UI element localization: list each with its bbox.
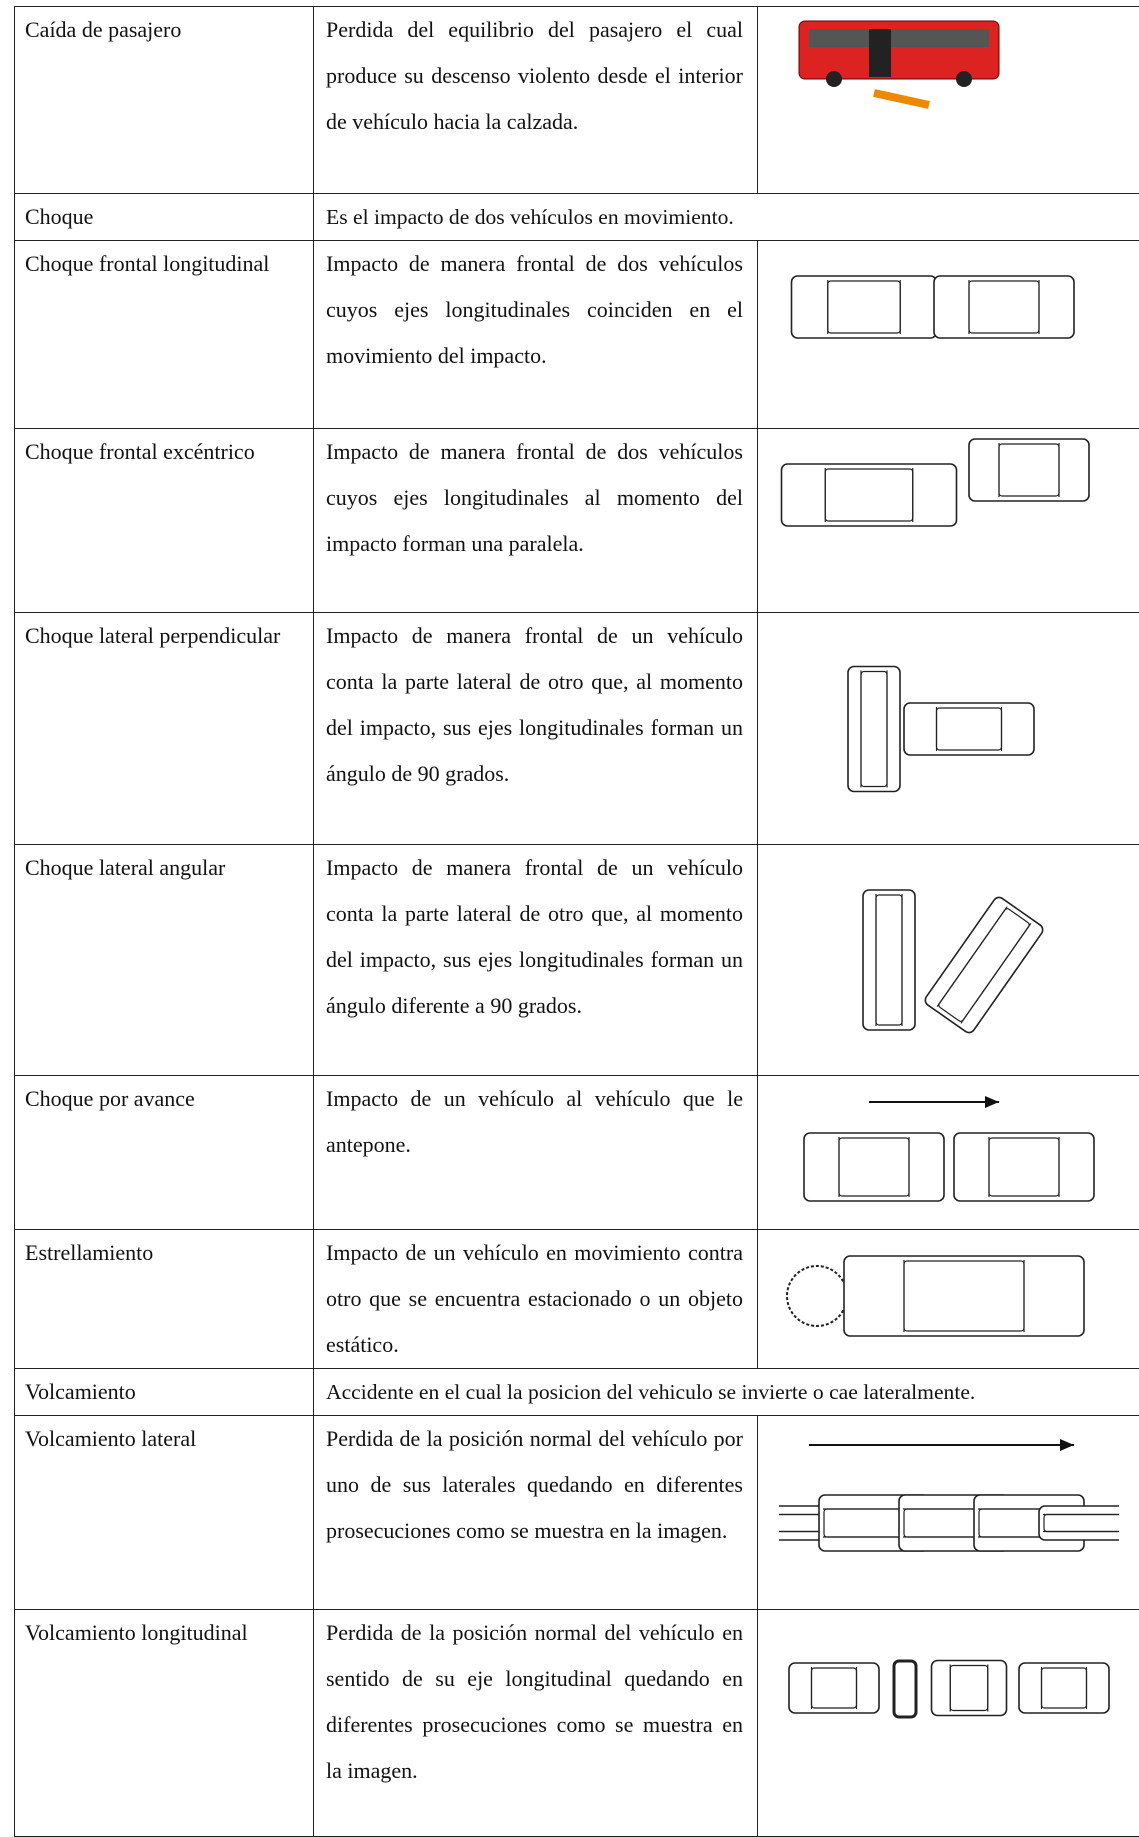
bus-windows — [809, 29, 989, 47]
illustration — [779, 1633, 1119, 1813]
car — [804, 1133, 944, 1201]
car — [791, 276, 936, 338]
illustration — [779, 1423, 1119, 1603]
illustration-cell — [758, 241, 1139, 429]
car — [931, 1661, 1006, 1716]
car-body — [922, 895, 1044, 1035]
description-cell: Accidente en el cual la posicion del veh… — [314, 1369, 1139, 1416]
description-cell: Perdida de la posición normal del vehícu… — [314, 1416, 758, 1610]
term-cell: Choque lateral angular — [15, 845, 314, 1076]
car-body — [969, 439, 1089, 501]
tree — [787, 1266, 847, 1326]
car-body — [1019, 1663, 1109, 1713]
bus-door — [869, 29, 891, 77]
term-cell: Choque frontal excéntrico — [15, 429, 314, 613]
illustration — [779, 13, 1119, 188]
car — [848, 666, 900, 791]
description-cell: Impacto de un vehículo al vehículo que l… — [314, 1076, 758, 1230]
description-cell: Impacto de manera frontal de un vehículo… — [314, 845, 758, 1076]
description-cell: Impacto de un vehículo en movimiento con… — [314, 1230, 758, 1369]
term-cell: Volcamiento longitudinal — [15, 1610, 314, 1837]
illustration-cell — [758, 1230, 1139, 1369]
car-body — [954, 1133, 1094, 1201]
illustration — [779, 1236, 1119, 1362]
description-cell: Impacto de manera frontal de dos vehícul… — [314, 241, 758, 429]
car-body — [781, 464, 956, 526]
illustration-cell — [758, 845, 1139, 1076]
car — [969, 439, 1089, 501]
car — [781, 464, 956, 526]
wheel — [826, 71, 842, 87]
wheel — [956, 71, 972, 87]
car-body — [844, 1256, 1084, 1336]
illustration — [779, 247, 1119, 423]
illustration-cell — [758, 429, 1139, 613]
description-cell: Impacto de manera frontal de dos vehícul… — [314, 429, 758, 613]
car — [934, 276, 1074, 338]
illustration-cell — [758, 1610, 1139, 1837]
car — [1019, 1663, 1109, 1713]
car — [922, 895, 1044, 1035]
term-cell: Volcamiento — [15, 1369, 314, 1416]
car-body — [789, 1663, 879, 1713]
illustration — [779, 870, 1119, 1050]
arrow-head — [985, 1096, 999, 1108]
illustration-cell — [758, 7, 1139, 194]
car-body — [804, 1133, 944, 1201]
car-body — [1039, 1506, 1119, 1540]
car-body — [931, 1661, 1006, 1716]
term-cell: Choque por avance — [15, 1076, 314, 1230]
car-body — [863, 890, 915, 1030]
car — [1039, 1506, 1119, 1540]
term-cell: Caída de pasajero — [15, 7, 314, 194]
person — [874, 93, 929, 105]
car-body — [791, 276, 936, 338]
car-end — [894, 1661, 916, 1717]
term-cell: Volcamiento lateral — [15, 1416, 314, 1610]
illustration — [779, 435, 1119, 607]
car-body — [934, 276, 1074, 338]
illustration-cell — [758, 613, 1139, 845]
arrow-head — [1060, 1439, 1074, 1451]
car — [863, 890, 915, 1030]
description-cell: Es el impacto de dos vehículos en movimi… — [314, 194, 1139, 241]
term-cell: Choque lateral perpendicular — [15, 613, 314, 845]
illustration-cell — [758, 1076, 1139, 1230]
car-body — [848, 666, 900, 791]
term-cell: Choque — [15, 194, 314, 241]
car — [844, 1256, 1084, 1336]
car — [904, 703, 1034, 755]
illustration — [779, 639, 1119, 819]
car — [954, 1133, 1094, 1201]
description-cell: Perdida del equilibrio del pasajero el c… — [314, 7, 758, 194]
description-cell: Perdida de la posición normal del vehícu… — [314, 1610, 758, 1837]
car — [789, 1663, 879, 1713]
description-cell: Impacto de manera frontal de un vehículo… — [314, 613, 758, 845]
term-cell: Choque frontal longitudinal — [15, 241, 314, 429]
illustration — [779, 1082, 1119, 1224]
car-body — [904, 703, 1034, 755]
illustration-cell — [758, 1416, 1139, 1610]
term-cell: Estrellamiento — [15, 1230, 314, 1369]
